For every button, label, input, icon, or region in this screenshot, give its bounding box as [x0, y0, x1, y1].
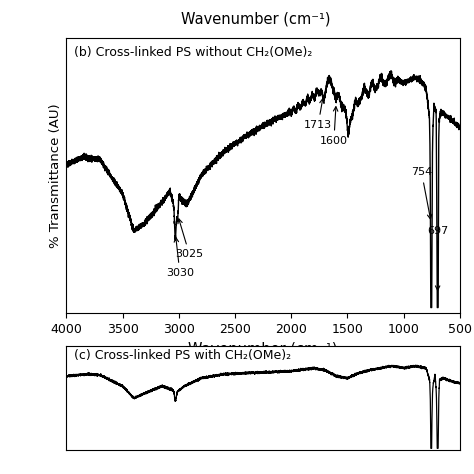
Text: 3030: 3030: [166, 237, 194, 278]
Text: 754: 754: [411, 167, 432, 219]
Text: 1600: 1600: [320, 107, 348, 146]
Y-axis label: % Transmittance (AU): % Transmittance (AU): [49, 103, 62, 248]
Text: 697: 697: [427, 226, 448, 290]
Text: 1713: 1713: [304, 99, 332, 130]
X-axis label: Wavenumber (cm⁻¹): Wavenumber (cm⁻¹): [188, 341, 338, 356]
Text: 3025: 3025: [175, 219, 203, 259]
Text: Wavenumber (cm⁻¹): Wavenumber (cm⁻¹): [181, 12, 331, 27]
Text: (b) Cross-linked PS without CH₂(OMe)₂: (b) Cross-linked PS without CH₂(OMe)₂: [74, 46, 313, 59]
Text: (c) Cross-linked PS with CH₂(OMe)₂: (c) Cross-linked PS with CH₂(OMe)₂: [74, 349, 292, 362]
